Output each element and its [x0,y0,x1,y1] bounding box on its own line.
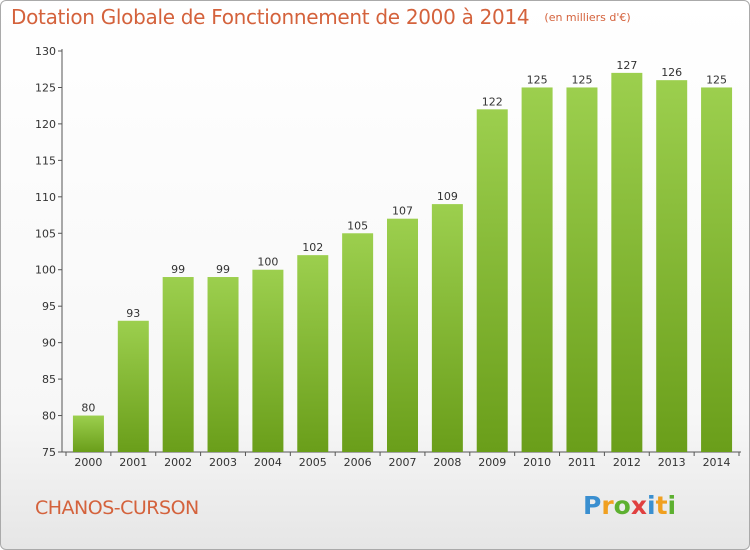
bar-2000 [72,415,104,452]
unit-note: (en milliers d'€) [544,11,631,24]
data-label: 100 [257,256,278,269]
commune-name: CHANOS-CURSON [35,497,199,519]
x-tick-label: 2011 [568,456,596,469]
x-tick-label: 2004 [254,456,282,469]
logo-letter: i [667,491,677,520]
data-label: 125 [571,73,592,86]
data-label: 126 [661,66,682,79]
bar-2001 [117,320,149,452]
y-tick-label: 100 [35,264,56,277]
bar-2010 [521,87,553,453]
axes: 75 80 85 90 95 100 105 110 115 120 125 130 2000 2001 2… [35,45,741,469]
logo-letter: i [647,491,656,520]
bar-2005 [297,255,329,452]
data-label: 125 [527,73,548,86]
x-tick-label: 2005 [299,456,327,469]
y-tick-label: 110 [35,191,56,204]
bar-2002 [162,277,194,452]
x-tick-label: 2007 [389,456,417,469]
logo-letter: x [630,491,647,520]
y-tick-label: 90 [42,337,56,350]
y-tick-label: 80 [42,410,56,423]
data-label: 125 [706,73,727,86]
bar-2003 [207,277,239,452]
bar-2012 [611,72,643,452]
y-tick-label: 75 [42,446,56,459]
y-tick-label: 95 [42,300,56,313]
bar-2006 [342,233,374,452]
bar-2007 [387,218,418,452]
bar-2009 [476,109,508,452]
x-tick-label: 2008 [433,456,461,469]
data-label: 127 [616,59,637,72]
y-tick-label: 120 [35,118,56,131]
logo-letter: P [583,491,602,520]
y-tick-label: 130 [35,45,56,58]
y-tick-label: 85 [42,373,56,386]
bar-2014 [701,87,733,453]
data-label: 122 [482,95,503,108]
x-tick-label: 2012 [613,456,641,469]
data-label: 93 [126,307,140,320]
data-label: 109 [437,190,458,203]
data-labels: 80 93 99 99 100 102 105 107 109 122 125 125 127 126 12… [81,59,727,415]
x-tick-label: 2014 [703,456,731,469]
bar-2004 [252,269,284,452]
x-tick-label: 2001 [119,456,147,469]
data-label: 107 [392,205,413,218]
bars [72,72,733,453]
x-tick-label: 2000 [74,456,102,469]
x-tick-label: 2013 [658,456,686,469]
x-tick-label: 2010 [523,456,551,469]
data-label: 102 [302,241,323,254]
x-tick-label: 2003 [209,456,237,469]
chart-title: Dotation Globale de Fonctionnement de 20… [11,5,530,29]
x-tick-label: 2002 [164,456,192,469]
x-tick-label: 2009 [478,456,506,469]
proxiti-logo: Proxiti [583,491,676,520]
y-tick-label: 115 [35,154,56,167]
logo-letter: t [655,491,668,520]
data-label: 99 [171,263,185,276]
y-tick-label: 125 [35,81,56,94]
chart-title-row: Dotation Globale de Fonctionnement de 20… [11,5,631,29]
logo-letter: o [613,491,631,520]
y-tick-label: 105 [35,227,56,240]
logo-letter: r [601,491,614,520]
x-tick-label: 2006 [344,456,372,469]
data-label: 105 [347,219,368,232]
bar-2008 [431,204,463,452]
bar-2013 [656,80,688,452]
data-label: 80 [81,402,95,415]
bar-2011 [566,87,598,453]
data-label: 99 [216,263,230,276]
